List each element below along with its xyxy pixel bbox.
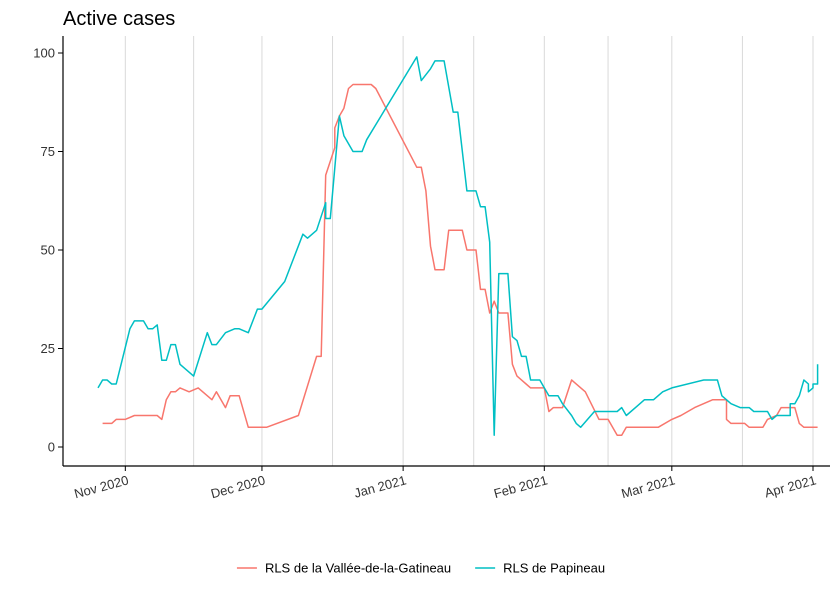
x-tick-label: Feb 2021 xyxy=(492,472,549,501)
legend-label: RLS de Papineau xyxy=(503,561,605,576)
y-tick-label: 75 xyxy=(41,144,55,159)
x-tick-label: Mar 2021 xyxy=(620,472,677,501)
legend-label: RLS de la Vallée-de-la-Gatineau xyxy=(265,561,451,576)
series-line xyxy=(97,56,819,436)
legend: RLS de la Vallée-de-la-Gatineau RLS de Pa… xyxy=(236,561,605,576)
y-tick-label: 100 xyxy=(33,46,55,61)
y-axis-ticks: 0 25 50 75 100 xyxy=(33,46,63,455)
series-line xyxy=(102,83,818,436)
x-tick-label: Jan 2021 xyxy=(352,472,408,500)
x-axis-ticks: Nov 2020 Dec 2020 Jan 2021 Feb 2021 Mar 2021… xyxy=(72,466,818,501)
y-tick-label: 50 xyxy=(41,243,55,258)
y-tick-label: 25 xyxy=(41,341,55,356)
y-tick-label: 0 xyxy=(48,440,55,455)
x-tick-label: Dec 2020 xyxy=(209,472,267,501)
x-tick-label: Nov 2020 xyxy=(72,472,130,501)
vertical-gridlines xyxy=(124,36,814,466)
x-tick-label: Apr 2021 xyxy=(763,472,818,500)
series-lines xyxy=(97,56,819,436)
chart-title: Active cases xyxy=(63,8,175,30)
